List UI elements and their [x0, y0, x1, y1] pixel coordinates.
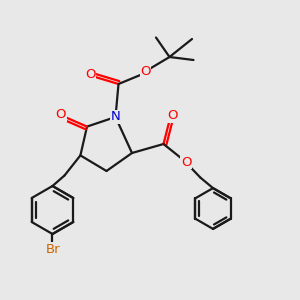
Text: O: O: [85, 68, 95, 82]
Text: O: O: [167, 109, 178, 122]
Text: N: N: [111, 110, 120, 124]
Text: Br: Br: [46, 243, 60, 256]
Text: O: O: [55, 108, 66, 122]
Text: O: O: [181, 155, 191, 169]
Text: O: O: [140, 64, 151, 78]
